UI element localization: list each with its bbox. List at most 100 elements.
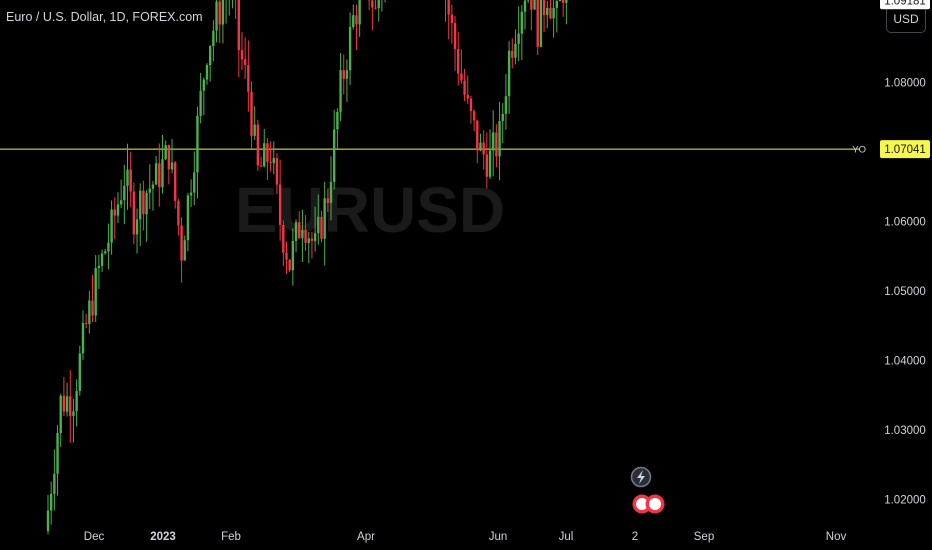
candle — [231, 0, 233, 9]
candle — [498, 101, 501, 181]
currency-button[interactable]: USD — [886, 5, 926, 33]
candle — [208, 45, 212, 82]
candle — [304, 215, 307, 251]
candle — [565, 0, 568, 25]
candle — [272, 141, 275, 175]
candle — [294, 219, 298, 253]
candle — [460, 49, 463, 84]
candle — [196, 106, 199, 199]
x-tick-label: Dec — [84, 531, 105, 543]
candle-body — [75, 390, 78, 412]
candle-body — [294, 222, 298, 241]
candle-body — [278, 184, 282, 225]
candle — [256, 119, 260, 171]
candle — [78, 345, 81, 396]
candle — [342, 54, 345, 95]
candle — [453, 16, 457, 71]
candle-body — [339, 70, 342, 112]
time-axis[interactable]: Dec 2023 Feb Apr Jun Jul 2 Sep Nov — [84, 531, 847, 543]
candles-layer — [46, 0, 568, 535]
candle — [215, 0, 218, 43]
candle — [367, 0, 371, 11]
candle — [161, 134, 164, 194]
candle-body — [59, 395, 62, 434]
candle-body — [275, 158, 279, 185]
candle-body — [81, 322, 85, 354]
candle-body — [186, 195, 190, 241]
candle — [247, 40, 250, 112]
candle — [288, 258, 291, 272]
candle-body — [558, 0, 562, 2]
x-tick-label: Sep — [694, 531, 714, 543]
candle — [326, 188, 330, 212]
candle-body — [485, 154, 489, 177]
candle-body — [145, 192, 148, 215]
candle — [371, 0, 374, 31]
candle — [313, 206, 317, 252]
candle — [542, 0, 546, 32]
candle-body — [498, 121, 501, 157]
candle-body — [215, 1, 218, 31]
candle-body — [492, 132, 495, 151]
candle-body — [310, 238, 314, 241]
price-label-bg — [880, 0, 930, 10]
candle — [189, 179, 193, 207]
candle — [205, 63, 209, 85]
candle-body — [317, 216, 320, 234]
candle-body — [565, 0, 568, 3]
candle-body — [342, 70, 345, 79]
candle — [145, 190, 148, 242]
y-tick-label: 1.04000 — [884, 356, 926, 368]
candle-body — [104, 251, 107, 254]
candle — [116, 192, 120, 223]
candle — [352, 4, 355, 30]
candle-body — [126, 169, 129, 186]
candle-body — [62, 395, 66, 412]
candle-body — [466, 94, 469, 99]
candle-body — [129, 169, 132, 192]
watermark-text: EURUSD — [235, 174, 505, 246]
candle — [469, 95, 473, 124]
candle — [218, 0, 221, 43]
candle — [129, 151, 132, 207]
candle — [555, 0, 558, 33]
candle — [317, 194, 320, 245]
candle — [170, 139, 174, 174]
y-tick-label: 1.03000 — [884, 425, 926, 437]
candle — [457, 31, 460, 86]
candle — [507, 41, 511, 114]
candle-body — [511, 50, 514, 58]
candle-body — [539, 0, 543, 47]
candle — [336, 108, 339, 150]
price-axis[interactable]: 1.140001.120001.110001.080001.060001.050… — [884, 0, 926, 507]
candle-body — [259, 165, 263, 167]
candle-body — [450, 14, 454, 24]
candle — [110, 200, 113, 255]
candle — [275, 153, 279, 195]
candle-body — [110, 209, 113, 243]
candle — [69, 370, 72, 443]
candle — [62, 377, 66, 417]
candle — [235, 0, 237, 19]
candle — [212, 20, 215, 62]
candle-body — [333, 129, 336, 182]
candle — [558, 0, 562, 2]
candle-body — [202, 79, 206, 91]
candle-body — [348, 27, 352, 71]
x-tick-label: Nov — [826, 531, 847, 543]
symbol-watermark: EURUSD — [235, 174, 505, 246]
candle-body — [56, 433, 59, 474]
candle-body — [472, 111, 476, 121]
candle-body — [91, 300, 94, 316]
candle-body — [237, 0, 240, 51]
lightning-bolt-icon — [637, 470, 645, 484]
y-tick-label: 1.05000 — [884, 286, 926, 298]
candle-body — [263, 143, 266, 167]
candle — [282, 220, 285, 267]
candle — [53, 449, 56, 511]
economic-events-layer[interactable] — [630, 466, 665, 514]
candle — [514, 29, 517, 65]
candle — [533, 0, 536, 10]
candle-body — [520, 11, 524, 34]
